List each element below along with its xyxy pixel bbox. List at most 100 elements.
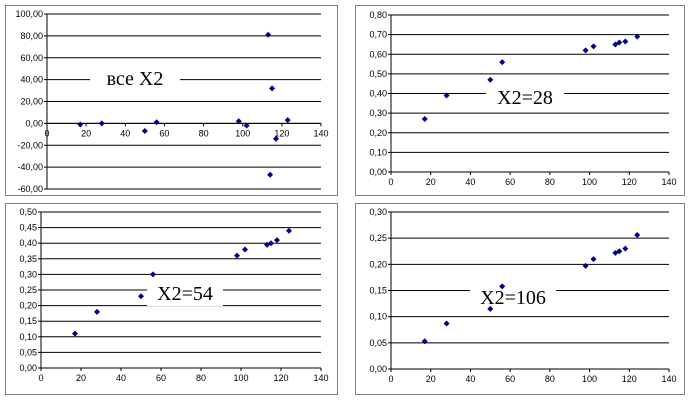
data-point: [590, 43, 597, 50]
x-tick-label: 80: [545, 374, 555, 384]
data-point: [612, 249, 619, 256]
y-tick-label: 0,10: [369, 147, 387, 157]
data-point: [612, 41, 619, 48]
data-point: [98, 120, 105, 127]
y-tick-label: 0,15: [19, 316, 37, 326]
y-tick-label: 0,20: [19, 301, 37, 311]
chart-x2-106: 0,00 0,05 0,10 0,15 0,20 0,25 0,30 0 20 40 60 80 100…: [355, 203, 685, 395]
x-tick-label: 20: [426, 177, 436, 187]
data-point: [622, 245, 629, 252]
chart-svg: 0,00 0,10 0,20 0,30 0,40 0,50 0,60 0,70 0,80 0 20 4…: [355, 5, 685, 196]
x-tick-label: 40: [116, 373, 126, 383]
data-point: [265, 31, 272, 38]
annotation-box: [90, 64, 180, 92]
x-tick-label: 100: [582, 374, 597, 384]
y-tick-label: 0,00: [19, 363, 37, 373]
chart-svg: 0,00 0,05 0,10 0,15 0,20 0,25 0,30 0 20 40 60 80 100…: [355, 203, 685, 395]
x-tick-label: 120: [273, 373, 288, 383]
x-tick-label: 120: [622, 177, 637, 187]
y-tick-label: 0,20: [369, 128, 387, 138]
y-tick-label: 0,05: [369, 338, 387, 348]
annotation-box: [470, 284, 556, 310]
y-tick-label: 0,80: [369, 10, 387, 20]
data-point: [622, 38, 629, 45]
chart-annotation: все X2: [107, 68, 164, 90]
y-tick-label: 0,00: [369, 167, 387, 177]
x-tick-label: 100: [582, 177, 597, 187]
data-point: [141, 128, 148, 135]
x-tick-label: 20: [81, 128, 91, 138]
y-tick-label: 0,00: [369, 364, 387, 374]
y-tick-label: 0,30: [369, 207, 387, 217]
data-point: [272, 135, 279, 142]
data-point: [286, 227, 292, 234]
data-point: [487, 76, 494, 83]
y-tick-label: 0,50: [369, 69, 387, 79]
data-point: [235, 118, 242, 125]
data-point: [72, 330, 78, 337]
y-tick-label: 0,05: [19, 347, 37, 357]
data-point: [487, 305, 494, 312]
y-tick-label: 100,00: [15, 9, 43, 19]
y-tick-label: 20,00: [20, 97, 43, 107]
chart-annotation: X2=28: [497, 87, 553, 109]
data-point: [443, 320, 450, 327]
data-point: [268, 240, 274, 247]
y-tick-label: 0,20: [369, 259, 387, 269]
x-tick-label: 20: [76, 373, 86, 383]
y-tick-label: 0,50: [19, 207, 37, 217]
data-point: [421, 338, 428, 345]
chart-annotation: X2=54: [157, 283, 213, 305]
data-point: [267, 171, 274, 178]
x-tick-label: 20: [426, 374, 436, 384]
data-point: [590, 256, 597, 263]
data-point: [616, 39, 623, 46]
x-tick-label: 40: [465, 374, 475, 384]
x-tick-label: 40: [120, 128, 130, 138]
data-point: [499, 283, 506, 290]
chart-svg: 0,00 0,05 0,10 0,15 0,20 0,25 0,30 0,35 0,40 0,45…: [5, 203, 338, 395]
chart-x2-54: 0,00 0,05 0,10 0,15 0,20 0,25 0,30 0,35 0,40 0,45…: [5, 203, 338, 395]
x-tick-label: 120: [274, 128, 289, 138]
x-tick-label: 140: [661, 374, 676, 384]
data-point: [421, 116, 428, 123]
data-point: [443, 92, 450, 99]
chart-all-x2: -60,00 -40,00 -20,00 0,00 20,00 40,00 60,00 80,…: [5, 5, 338, 196]
data-point: [153, 119, 160, 126]
chart-svg: -60,00 -40,00 -20,00 0,00 20,00 40,00 60,00 80,…: [5, 5, 338, 196]
x-tick-label: 0: [44, 128, 49, 138]
data-point: [582, 262, 589, 269]
y-tick-label: 0,40: [369, 89, 387, 99]
y-tick-label: 0,35: [19, 254, 37, 264]
y-tick-label: 0,60: [369, 49, 387, 59]
data-point: [274, 237, 280, 244]
data-point: [150, 271, 156, 278]
y-tick-label: 0,25: [369, 233, 387, 243]
x-tick-label: 100: [235, 128, 250, 138]
data-point: [616, 248, 623, 255]
x-tick-label: 0: [388, 177, 393, 187]
data-point: [284, 117, 291, 124]
y-tick-label: 0,70: [369, 30, 387, 40]
annotation-box: [486, 84, 564, 110]
data-point: [77, 121, 84, 128]
x-tick-label: 80: [196, 373, 206, 383]
x-tick-label: 100: [233, 373, 248, 383]
data-point: [94, 308, 100, 315]
y-tick-label: 80,00: [20, 31, 43, 41]
x-tick-label: 80: [545, 177, 555, 187]
x-tick-label: 60: [159, 128, 169, 138]
data-point: [242, 246, 248, 253]
y-tick-label: -40,00: [17, 162, 43, 172]
x-tick-label: 140: [313, 128, 328, 138]
y-tick-label: -20,00: [17, 140, 43, 150]
chart-frame: [5, 5, 338, 196]
x-tick-label: 140: [313, 373, 328, 383]
y-tick-label: 0,40: [19, 238, 37, 248]
chart-annotation: X2=106: [480, 287, 546, 309]
y-tick-label: -60,00: [17, 184, 43, 194]
x-tick-label: 140: [661, 177, 676, 187]
y-tick-label: 60,00: [20, 53, 43, 63]
annotation-box: [147, 280, 223, 306]
data-point: [634, 232, 641, 239]
